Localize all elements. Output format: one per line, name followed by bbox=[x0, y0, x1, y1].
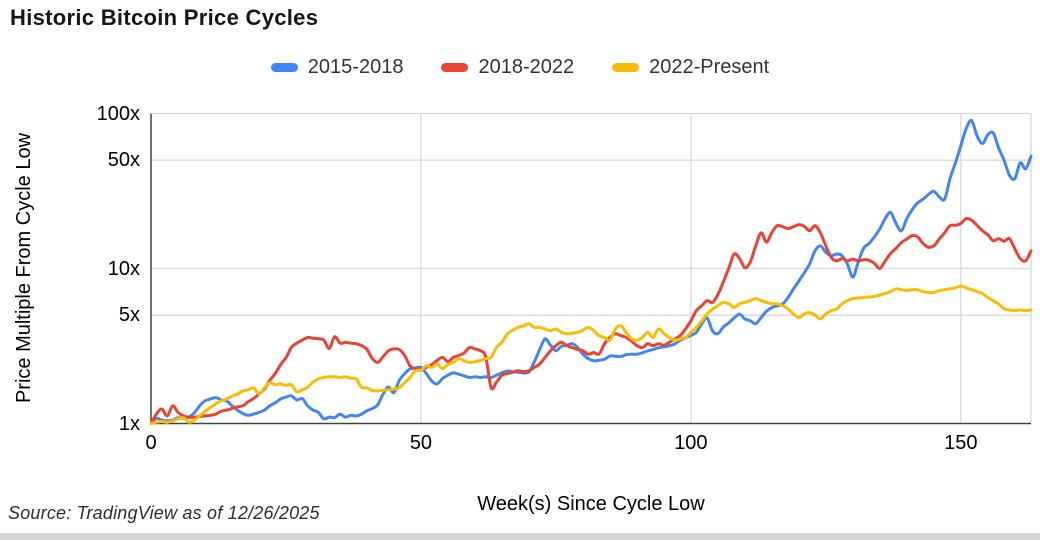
legend-label: 2015-2018 bbox=[307, 56, 404, 78]
y-tick-label: 5x bbox=[118, 304, 140, 327]
series-line-2018-2022 bbox=[149, 216, 1033, 425]
x-tick-label: 150 bbox=[944, 432, 978, 454]
x-axis-title: Week(s) Since Cycle Low bbox=[477, 493, 705, 515]
legend-item-2022-Present: 2022-Present bbox=[612, 56, 769, 79]
legend-swatch-icon bbox=[441, 63, 469, 72]
y-tick-label: 100x bbox=[96, 102, 140, 125]
y-tick-label: 10x bbox=[107, 257, 140, 280]
legend: 2015-2018 2018-2022 2022-Present bbox=[0, 56, 1040, 79]
legend-label: 2018-2022 bbox=[478, 56, 575, 78]
legend-label: 2022-Present bbox=[649, 56, 770, 78]
legend-item-2018-2022: 2018-2022 bbox=[441, 56, 574, 79]
legend-item-2015-2018: 2015-2018 bbox=[270, 56, 404, 79]
x-tick-label: 0 bbox=[145, 432, 157, 454]
series-line-2022-Present bbox=[149, 284, 1033, 425]
y-tick-label: 1x bbox=[118, 412, 140, 435]
bottom-edge-bar bbox=[0, 533, 1040, 540]
source-note: Source: TradingView as of 12/26/2025 bbox=[8, 503, 320, 523]
legend-swatch-icon bbox=[270, 63, 298, 72]
series-line-2015-2018 bbox=[149, 118, 1033, 425]
legend-swatch-icon bbox=[612, 63, 640, 72]
x-tick-label: 50 bbox=[409, 432, 433, 454]
x-tick-label: 100 bbox=[674, 432, 708, 454]
y-axis-title: Price Multiple From Cycle Low bbox=[13, 132, 35, 404]
chart-title: Historic Bitcoin Price Cycles bbox=[10, 5, 319, 30]
y-tick-label: 50x bbox=[107, 149, 140, 172]
